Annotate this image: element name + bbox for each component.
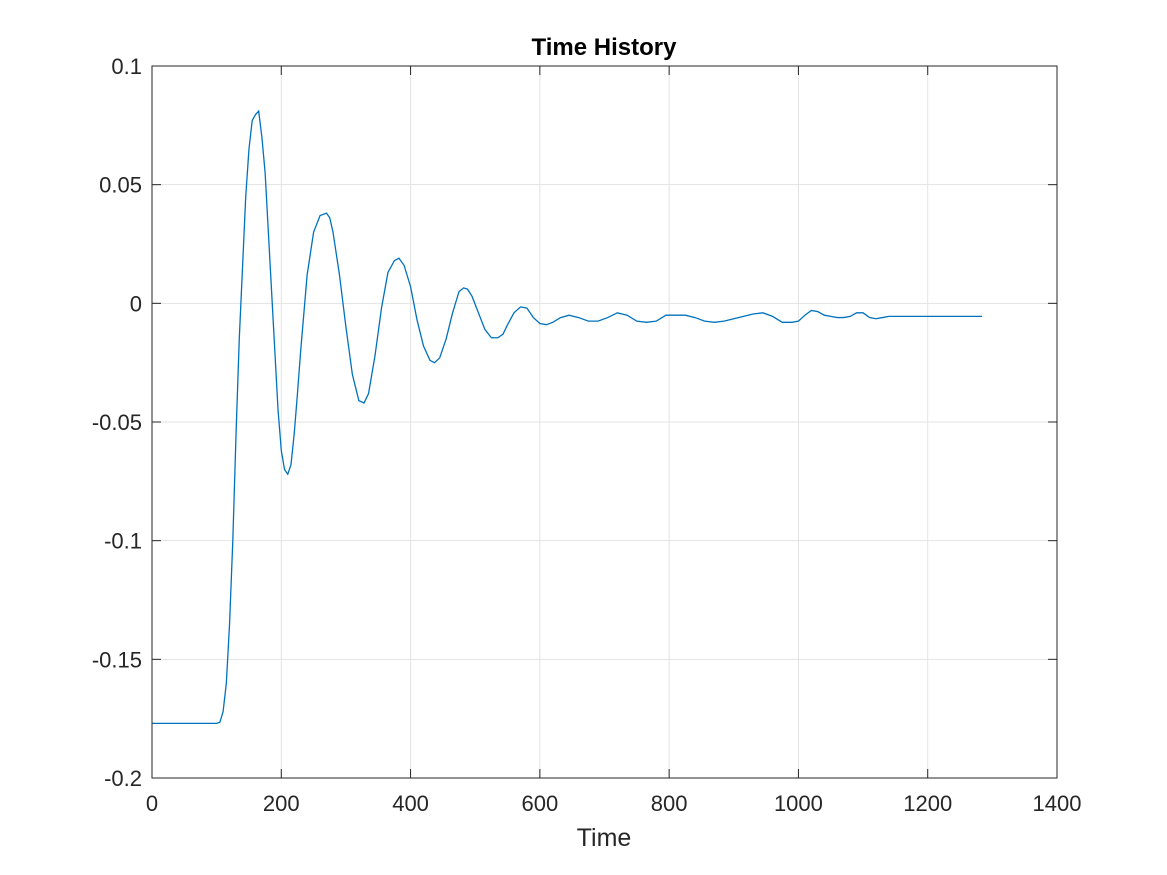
x-tick-label: 0 [146,791,158,816]
y-axis-ticks [152,65,1057,779]
x-tick-label: 1400 [1033,791,1082,816]
y-tick-label: -0.15 [92,647,142,672]
y-tick-label: 0.05 [99,173,142,198]
y-tick-label: -0.2 [104,766,142,791]
x-tick-label: 1200 [903,791,952,816]
y-tick-label: 0 [130,291,142,316]
x-axis-label: Time [577,824,632,852]
y-tick-label: -0.1 [104,529,142,554]
x-tick-label: 1000 [774,791,823,816]
x-tick-label: 600 [521,791,558,816]
y-tick-label: 0.1 [111,54,142,79]
y-tick-labels: -0.2 -0.15 -0.1 -0.05 0 0.05 0.1 [92,54,142,791]
x-tick-labels: 0 200 400 600 800 1000 1200 1400 [146,791,1082,816]
x-axis-ticks [151,66,1058,778]
x-tick-label: 200 [263,791,300,816]
series-line [152,109,983,725]
x-tick-label: 800 [651,791,688,816]
x-tick-label: 400 [392,791,429,816]
y-tick-label: -0.05 [92,410,142,435]
chart-title: Time History [532,34,678,61]
